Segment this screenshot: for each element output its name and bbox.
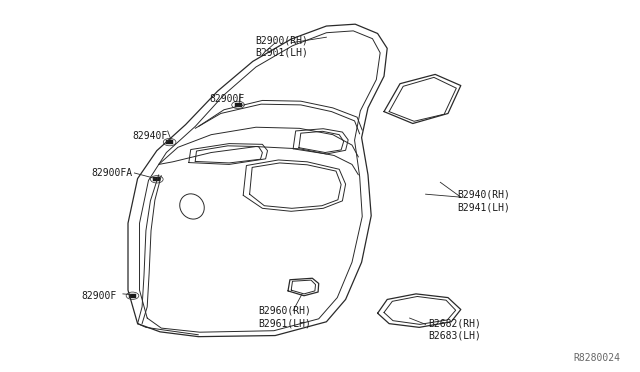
Text: 82940F: 82940F [132,131,168,141]
Text: B2682(RH)
B2683(LH): B2682(RH) B2683(LH) [428,318,481,340]
Bar [154,177,160,181]
Text: 82900F: 82900F [209,94,245,103]
Text: B2900(RH)
B2901(LH): B2900(RH) B2901(LH) [255,35,308,58]
Bar [235,103,242,107]
Text: 82900F: 82900F [81,291,117,301]
Bar [166,140,173,144]
Bar [129,294,136,298]
Text: B2940(RH)
B2941(LH): B2940(RH) B2941(LH) [457,190,509,212]
Text: B2960(RH)
B2961(LH): B2960(RH) B2961(LH) [259,306,311,328]
Text: 82900FA: 82900FA [92,168,132,178]
Text: R8280024: R8280024 [574,353,621,363]
